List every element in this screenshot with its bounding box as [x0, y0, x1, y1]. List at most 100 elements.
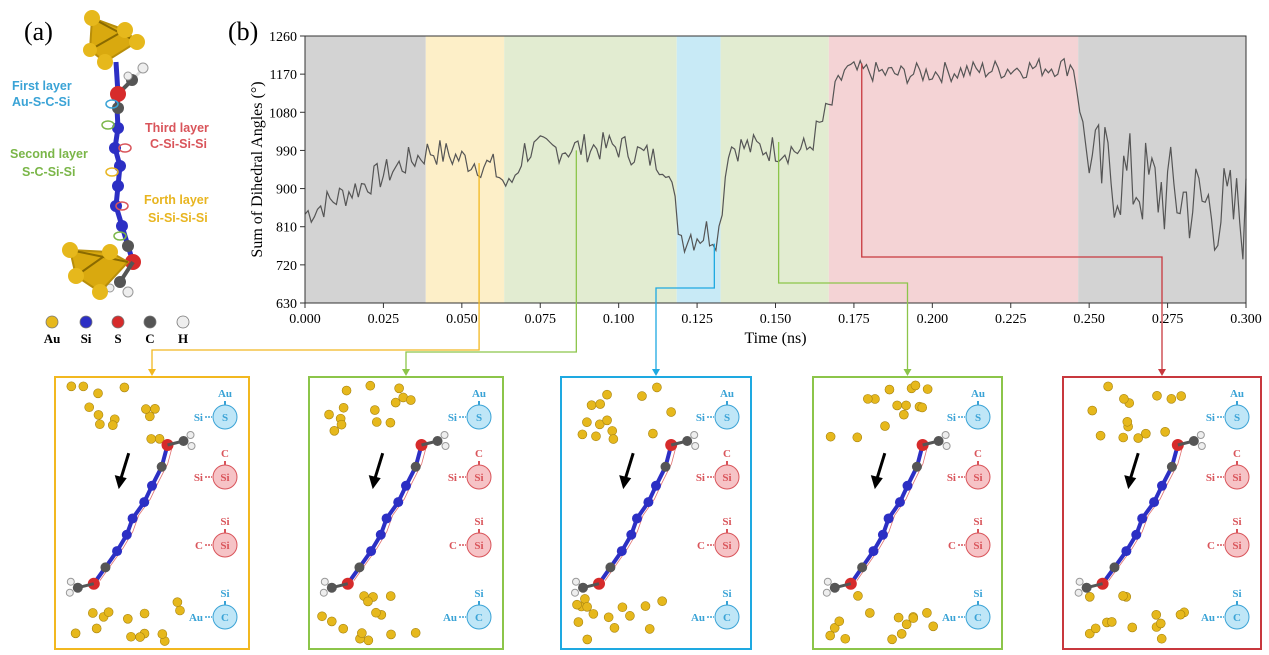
direction-arrowhead	[870, 475, 883, 490]
au-atom	[1151, 610, 1162, 620]
x-tick-label: 0.275	[1152, 312, 1184, 327]
au-atom	[617, 602, 628, 613]
second-layer-atoms: S-C-Si-Si	[22, 165, 75, 179]
y-tick-label: 900	[276, 183, 297, 198]
layer-center-atom	[466, 404, 492, 430]
au-atom	[852, 432, 863, 443]
c-atom	[178, 436, 189, 446]
si-atom	[139, 497, 150, 508]
layer-center-atom	[714, 404, 740, 430]
au-atom	[572, 599, 582, 610]
snapshot-panel: Au S Si C Si Si Si Si C Si C Au	[812, 376, 1003, 650]
layer-center-atom	[965, 532, 991, 558]
si-atom	[651, 480, 661, 491]
atom-legend-label: Au	[44, 331, 61, 346]
direction-arrow	[119, 452, 131, 480]
au-atom	[146, 434, 157, 444]
atom-legend-label: S	[114, 331, 121, 346]
si-atom	[393, 497, 404, 508]
layer-atom-label: Si	[474, 540, 483, 552]
layer-center-atom	[212, 464, 238, 490]
layer-atom-label: Si	[1206, 472, 1215, 484]
c-atom	[857, 562, 868, 573]
h-atom	[137, 62, 149, 74]
layer-atom-label: Si	[722, 588, 731, 600]
si-atom	[381, 513, 392, 524]
au-atom	[1160, 426, 1170, 437]
au-atom	[107, 420, 118, 431]
layer-atom-label: C	[475, 612, 483, 624]
au-atom	[385, 591, 396, 601]
region-gray	[305, 36, 426, 303]
au-atom	[863, 394, 873, 404]
h-atom	[1074, 588, 1083, 597]
au-atom	[1152, 390, 1162, 401]
direction-arrowhead	[368, 475, 381, 490]
au-atom	[602, 389, 612, 400]
au-atom	[644, 624, 655, 634]
au-atom	[582, 634, 593, 645]
au-atom	[1084, 591, 1095, 602]
au-atom	[135, 632, 145, 642]
au-atom	[657, 596, 667, 606]
layer-atom-label: Si	[1232, 516, 1241, 528]
snapshot-panels: AuSSiCSiSiSiSiCSiCAuAuSSiCSiSiSiSiCSiCAu…	[54, 376, 1262, 650]
au-atom	[1176, 391, 1186, 401]
connector-line	[861, 63, 1163, 371]
si-atom	[127, 513, 138, 524]
au-atom	[899, 409, 909, 420]
h-atom	[691, 442, 700, 450]
au-atom	[577, 429, 588, 440]
layer-atom-label: Si	[696, 412, 705, 424]
layer-atom-label: Si	[220, 472, 229, 484]
si-atom	[902, 480, 913, 491]
au-atom	[580, 594, 590, 604]
atom-legend-label: C	[145, 331, 154, 346]
layer-atom-label: S	[724, 412, 730, 424]
c-atom	[1188, 436, 1199, 446]
layer-atom-label: C	[697, 540, 705, 552]
au-atom	[834, 616, 845, 627]
c-atom	[605, 562, 616, 573]
direction-arrowhead	[1124, 475, 1137, 490]
si-atom	[632, 513, 642, 524]
au-atom	[157, 629, 168, 639]
region-green	[504, 36, 677, 303]
au-atom	[1118, 432, 1129, 443]
region-green	[720, 36, 829, 303]
layer-center-atom	[965, 404, 991, 430]
au-atom	[326, 616, 337, 627]
second-layer-title: Second layer	[10, 147, 88, 161]
au-atom	[901, 619, 912, 630]
y-tick-label: 1080	[269, 106, 297, 121]
x-ticks: 0.000 0.025 0.050 0.075 0.100 0.125 0.150 0.175…	[289, 303, 1262, 327]
layer-atom-label: C	[723, 448, 731, 460]
c-atom	[829, 582, 840, 593]
layer-center-atom	[965, 464, 991, 490]
s-atom	[110, 86, 126, 102]
si-atom	[868, 546, 879, 557]
x-tick-label: 0.300	[1230, 312, 1262, 327]
layer-atom-label: Si	[448, 412, 457, 424]
layer-labels: First layer Au-S-C-Si Third layer C-Si-S…	[10, 79, 209, 225]
region-red	[828, 36, 1079, 303]
au-atom	[139, 608, 150, 619]
dihedral-chart: 0.000 0.025 0.050 0.075 0.100 0.125 0.150 0.175…	[249, 30, 1262, 347]
layer-atom-label: Au	[720, 388, 734, 400]
h-atom	[440, 431, 449, 439]
layer-atom-label: Si	[220, 516, 229, 528]
c-atom	[72, 582, 83, 593]
si-atom	[616, 546, 627, 557]
c-atom	[354, 562, 365, 573]
y-tick-label: 720	[276, 259, 297, 274]
x-tick-label: 0.050	[446, 312, 478, 327]
au-atom	[588, 609, 599, 619]
x-tick-label: 0.025	[368, 312, 400, 327]
y-tick-label: 990	[276, 144, 297, 159]
layer-atom-label: C	[475, 448, 483, 460]
forth-layer-atoms: Si-Si-Si-Si	[148, 211, 208, 225]
si-atom	[883, 513, 894, 524]
layer-atom-label: Si	[1232, 588, 1241, 600]
c-atom	[660, 461, 671, 472]
c-atom	[410, 461, 421, 472]
